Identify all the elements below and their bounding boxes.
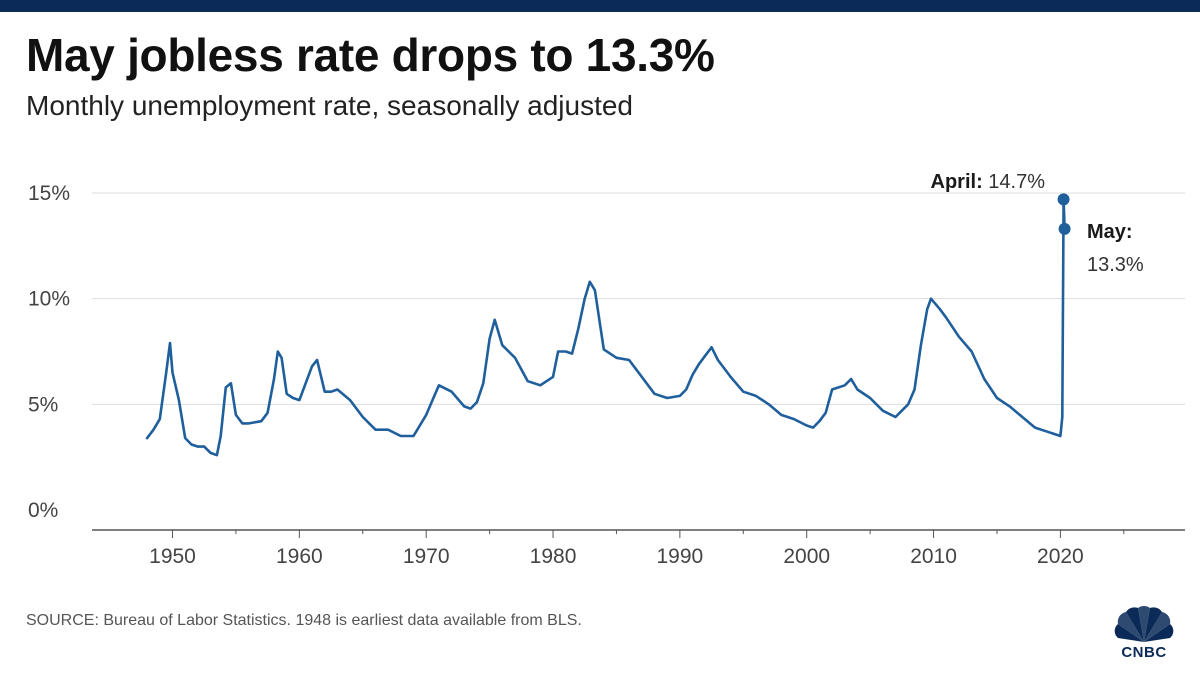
top-accent-bar: [0, 0, 1200, 12]
x-tick-label: 1990: [657, 545, 704, 568]
chart-subtitle: Monthly unemployment rate, seasonally ad…: [26, 90, 634, 121]
x-tick-label: 2010: [910, 545, 957, 568]
y-tick-label: 5%: [28, 393, 58, 416]
may-annotation-value: 13.3%: [1087, 254, 1144, 276]
y-axis-ticks: 0% 5% 10% 15%: [28, 182, 70, 522]
y-tick-label: 15%: [28, 182, 70, 205]
x-tick-label: 1960: [276, 545, 323, 568]
line-chart: 0% 5% 10% 15% 1950 1960 1970 1980 1990 2000 2010 2…: [28, 171, 1185, 568]
series-line-unemployment-rate: [145, 198, 1066, 457]
cnbc-logo-text: CNBC: [1121, 644, 1167, 661]
x-tick-label: 2020: [1037, 545, 1084, 568]
x-tick-label: 1950: [149, 545, 196, 568]
series-group: [145, 198, 1066, 457]
april-marker: [1057, 193, 1070, 206]
x-axis: 1950 1960 1970 1980 1990 2000 2010 2020: [92, 529, 1185, 568]
x-tick-label: 1980: [530, 545, 577, 568]
source-note: SOURCE: Bureau of Labor Statistics. 1948…: [26, 612, 582, 629]
gridlines: [92, 192, 1185, 405]
april-annotation: April: 14.7%: [931, 171, 1046, 193]
y-tick-label: 0%: [28, 499, 58, 522]
may-marker: [1058, 222, 1071, 235]
may-annotation-label: May:: [1087, 221, 1133, 243]
cnbc-peacock-logo-icon: [1114, 606, 1174, 642]
y-tick-label: 10%: [28, 288, 70, 311]
annotations: April: 14.7% May: 13.3%: [931, 171, 1144, 276]
x-tick-label: 2000: [783, 545, 830, 568]
x-tick-label: 1970: [403, 545, 450, 568]
chart-title: May jobless rate drops to 13.3%: [26, 29, 715, 81]
